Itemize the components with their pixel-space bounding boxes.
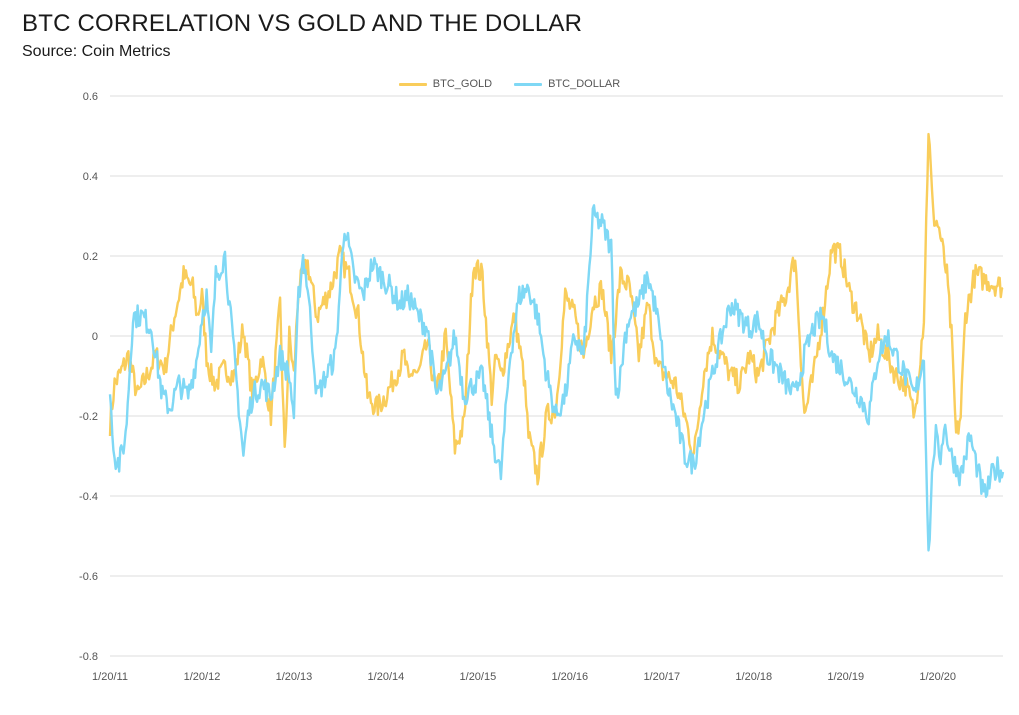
series-line-btc-gold bbox=[108, 132, 1004, 486]
y-tick-label: -0.6 bbox=[79, 571, 98, 583]
y-tick-label: 0.4 bbox=[83, 171, 98, 183]
x-tick-label: 1/20/17 bbox=[643, 671, 680, 683]
legend-swatch-btc-dollar bbox=[514, 82, 543, 86]
y-tick-label: 0.6 bbox=[83, 91, 98, 103]
legend-label-btc-dollar: BTC_DOLLAR bbox=[548, 78, 621, 90]
series-line-btc-dollar bbox=[108, 204, 1005, 552]
x-tick-label: 1/20/11 bbox=[92, 671, 128, 683]
chart-title: BTC CORRELATION VS GOLD AND THE DOLLAR bbox=[22, 10, 583, 37]
y-tick-label: -0.2 bbox=[79, 411, 98, 423]
x-tick-label: 1/20/20 bbox=[919, 671, 956, 683]
y-tick-label: -0.8 bbox=[79, 651, 98, 663]
y-tick-label: -0.4 bbox=[79, 491, 98, 503]
x-tick-label: 1/20/18 bbox=[735, 671, 772, 683]
chart-subtitle: Source: Coin Metrics bbox=[22, 43, 171, 60]
legend-item-btc-dollar: BTC_DOLLAR bbox=[514, 78, 620, 90]
chart-legend: BTC_GOLD BTC_DOLLAR bbox=[0, 78, 1019, 90]
y-tick-label: 0.2 bbox=[83, 251, 98, 263]
x-tick-label: 1/20/12 bbox=[184, 671, 221, 683]
legend-swatch-btc-gold bbox=[398, 82, 427, 86]
legend-item-btc-gold: BTC_GOLD bbox=[398, 78, 493, 90]
legend-label-btc-gold: BTC_GOLD bbox=[432, 78, 493, 90]
x-tick-label: 1/20/14 bbox=[368, 671, 405, 683]
x-tick-label: 1/20/16 bbox=[551, 671, 588, 683]
x-tick-label: 1/20/13 bbox=[276, 671, 313, 683]
x-tick-label: 1/20/19 bbox=[827, 671, 864, 683]
y-tick-label: 0 bbox=[92, 331, 98, 343]
x-tick-label: 1/20/15 bbox=[460, 671, 497, 683]
